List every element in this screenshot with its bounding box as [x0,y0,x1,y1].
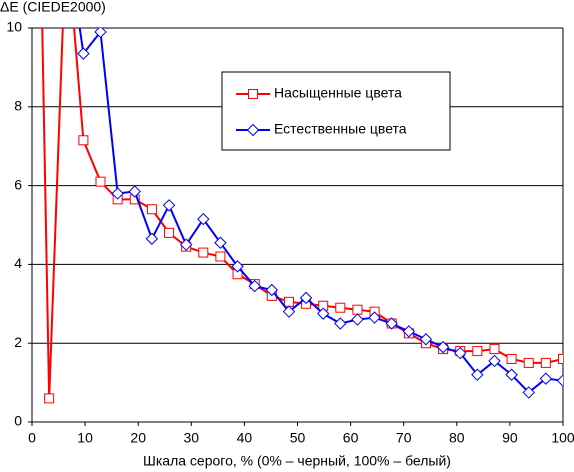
marker [198,247,209,258]
marker [454,346,467,360]
marker [299,291,313,305]
marker [145,232,159,245]
x-tick-label: 0 [28,430,36,446]
y-tick-label: 6 [14,176,22,192]
x-tick-label: 50 [290,430,306,446]
marker [558,353,563,364]
marker [215,251,226,262]
marker [78,135,89,146]
y-tick-label: 10 [6,19,22,35]
marker [94,28,107,39]
marker [402,325,416,338]
x-tick-label: 20 [130,430,146,446]
marker [231,260,244,273]
marker [179,238,193,251]
plot-series [41,28,563,404]
marker [385,317,398,330]
marker [248,89,258,99]
x-tick-label: 10 [77,430,93,446]
x-tick-label: 60 [343,430,359,446]
y-tick-label: 0 [14,413,22,429]
marker [248,279,261,293]
marker [352,304,363,315]
y-tick-label: 4 [14,255,22,271]
marker [146,204,157,215]
marker [283,296,294,307]
marker [95,176,106,187]
x-tick-label: 70 [396,430,412,446]
marker [471,368,484,381]
x-tick-label: 100 [551,430,574,446]
marker [505,368,518,381]
marker [556,374,563,387]
marker [436,340,450,354]
marker [522,386,535,399]
legend-box [221,71,451,151]
x-tick-label: 40 [237,430,253,446]
marker [540,357,551,368]
marker [282,305,296,318]
x-tick-label: 90 [502,430,518,446]
x-tick-label: 30 [184,430,200,446]
marker [368,311,381,324]
x-tick-label: 80 [449,430,465,446]
marker [77,47,90,60]
marker [246,123,260,137]
marker [334,317,347,330]
marker [197,212,210,226]
legend-label: Насыщенные цвета [274,85,402,101]
marker [419,333,433,346]
marker [111,187,124,200]
marker [265,283,279,297]
marker [488,354,501,368]
marker [506,353,517,364]
marker [44,393,55,404]
y-axis-label: ΔE (CIEDE2000) [0,0,106,15]
marker [472,346,483,357]
y-tick-label: 8 [14,98,22,114]
marker [523,357,534,368]
marker [316,307,330,320]
marker [539,372,553,385]
marker [164,227,175,238]
y-tick-label: 2 [14,334,22,350]
legend-label: Естественные цвета [274,121,407,137]
x-axis-label: Шкала серого, % (0% – черный, 100% – бел… [143,453,451,469]
marker [489,344,500,355]
marker [162,199,176,212]
marker [128,185,141,198]
marker [335,302,346,313]
marker [351,313,364,326]
marker [214,236,227,249]
